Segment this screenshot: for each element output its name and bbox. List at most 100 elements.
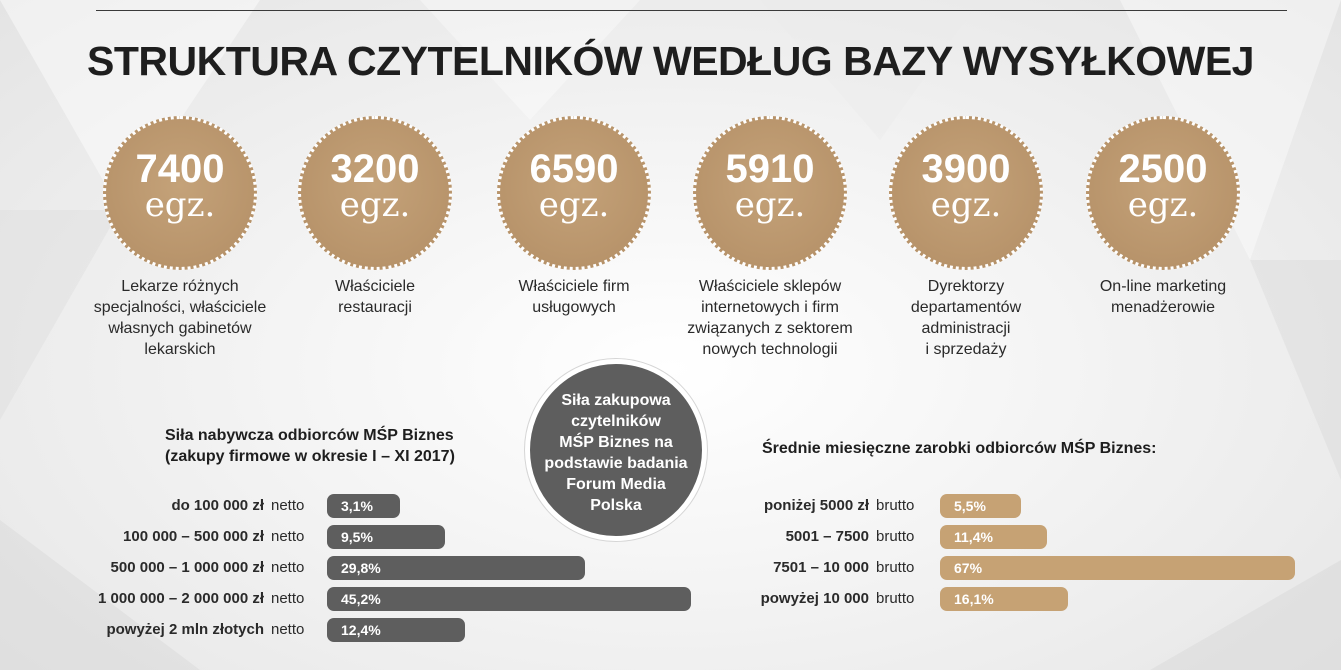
earnings-chart-title: Średnie miesięczne zarobki odbiorców MŚP… (762, 438, 1156, 459)
stat-description-line: Dyrektorzy (927, 278, 1005, 295)
center-badge-line: Forum Media (566, 476, 666, 493)
bar: 67% (940, 556, 1295, 580)
stat-description-line: nowych technologii (702, 341, 838, 358)
center-badge-line: podstawie badania (544, 455, 688, 472)
stat-unit: egz. (1127, 185, 1199, 225)
bar-qualifier-label: netto (271, 497, 305, 514)
center-badge-line: Polska (590, 497, 642, 514)
bar: 11,4% (940, 525, 1047, 549)
center-badge-line: czytelników (571, 413, 661, 430)
stat-description-line: własnych gabinetów (108, 320, 252, 337)
stat-unit: egz. (734, 185, 806, 225)
bar: 9,5% (327, 525, 445, 549)
stat-description-line: administracji (921, 320, 1011, 337)
stat-item: 3900 egz. Dyrektorzy departamentów admin… (866, 116, 1066, 360)
bar: 3,1% (327, 494, 401, 518)
stat-item: 2500 egz. On-line marketing menadżerowie (1063, 116, 1263, 318)
bar-qualifier-label: netto (271, 559, 305, 576)
bar-value-label: 3,1% (341, 498, 373, 514)
bar-qualifier-label: brutto (876, 559, 915, 576)
bar-row: 7501 – 10 000 brutto 67% (0, 556, 1341, 580)
bar-category-label: 500 000 – 1 000 000 zł (110, 559, 264, 576)
stat-medal: 6590 egz. (497, 116, 651, 270)
stat-medal: 2500 egz. (1086, 116, 1240, 270)
center-badge-text: Siła zakupowa czytelników MŚP Biznes na … (530, 390, 702, 516)
bar: 45,2% (327, 587, 691, 611)
bar-category-label: 1 000 000 – 2 000 000 zł (98, 590, 264, 607)
stat-description-line: specjalności, właściciele (93, 299, 267, 316)
bar-qualifier-label: brutto (876, 497, 915, 514)
bar: 16,1% (940, 587, 1068, 611)
bar: 5,5% (940, 494, 1021, 518)
stat-item: 5910 egz. Właściciele sklepów internetow… (670, 116, 870, 360)
stat-item: 6590 egz. Właściciele firm usługowych (474, 116, 674, 318)
bar-row: powyżej 2 mln złotych netto 12,4% (0, 618, 1341, 642)
bar-category-label: 7501 – 10 000 (773, 559, 869, 576)
bar-row: 1 000 000 – 2 000 000 zł netto 45,2% (0, 587, 1341, 611)
center-badge-line: MŚP Biznes na (559, 434, 673, 451)
center-badge: Siła zakupowa czytelników MŚP Biznes na … (525, 359, 707, 541)
stat-description-line: Właściciele firm (518, 278, 630, 295)
stat-unit: egz. (930, 185, 1002, 225)
bar-category-label: powyżej 2 mln złotych (106, 621, 264, 638)
stat-unit: egz. (339, 185, 411, 225)
stat-value: 7400 (135, 147, 225, 191)
page-title: STRUKTURA CZYTELNIKÓW WEDŁUG BAZY WYSYŁK… (87, 38, 1254, 84)
stat-description: Właściciele firm usługowych (474, 276, 674, 318)
stat-medal: 3200 egz. (298, 116, 452, 270)
chart-title-line: Średnie miesięczne zarobki odbiorców MŚP… (762, 440, 1157, 457)
bar-category-label: do 100 000 zł (171, 497, 264, 514)
stat-description-line: Właściciele (334, 278, 415, 295)
bar-qualifier-label: netto (271, 590, 305, 607)
bar-row: 100 000 – 500 000 zł netto 9,5% (0, 525, 1341, 549)
stat-description-line: On-line marketing (1099, 278, 1227, 295)
stat-unit: egz. (538, 185, 610, 225)
stat-description: On-line marketing menadżerowie (1063, 276, 1263, 318)
stat-description-line: i sprzedaży (925, 341, 1007, 358)
bar-row: powyżej 10 000 brutto 16,1% (0, 587, 1341, 611)
stat-description: Właściciele sklepów internetowych i firm… (670, 276, 870, 360)
bar-qualifier-label: brutto (876, 590, 915, 607)
bar-category-label: 5001 – 7500 (785, 528, 869, 545)
bar-value-label: 67% (954, 560, 983, 576)
stat-item: 7400 egz. Lekarze różnych specjalności, … (80, 116, 280, 360)
stat-value: 5910 (725, 147, 815, 191)
stat-description-line: departamentów (910, 299, 1022, 316)
stat-description-line: Lekarze różnych (121, 278, 239, 295)
bar-row: do 100 000 zł netto 3,1% (0, 494, 1341, 518)
chart-title-line: Siła nabywcza odbiorców MŚP Biznes (165, 427, 454, 444)
chart-title-line: (zakupy firmowe w okresie I – XI 2017) (165, 448, 455, 465)
bar-category-label: poniżej 5000 zł (763, 497, 869, 514)
stat-medal: 3900 egz. (889, 116, 1043, 270)
bar-row: 5001 – 7500 brutto 11,4% (0, 525, 1341, 549)
stat-description-line: restauracji (338, 299, 412, 316)
stat-medal: 5910 egz. (693, 116, 847, 270)
stat-medal: 7400 egz. (103, 116, 257, 270)
stat-description: Właściciele restauracji (275, 276, 475, 318)
stat-item: 3200 egz. Właściciele restauracji (275, 116, 475, 318)
stat-description-line: menadżerowie (1110, 299, 1216, 316)
stat-value: 2500 (1118, 147, 1208, 191)
bar-value-label: 16,1% (954, 591, 994, 607)
bar-value-label: 11,4% (954, 529, 993, 545)
stat-description-line: związanych z sektorem (687, 320, 853, 337)
bar-category-label: 100 000 – 500 000 zł (123, 528, 264, 545)
stat-unit: egz. (144, 185, 216, 225)
bar-qualifier-label: netto (271, 621, 305, 638)
stat-value: 6590 (529, 147, 619, 191)
bar-qualifier-label: brutto (876, 528, 915, 545)
stat-description-line: usługowych (532, 299, 616, 316)
top-rule (96, 10, 1287, 11)
bar-value-label: 12,4% (341, 622, 381, 638)
bar-value-label: 5,5% (954, 498, 986, 514)
center-badge-line: Siła zakupowa (561, 392, 671, 409)
bar-value-label: 9,5% (341, 529, 373, 545)
bar-category-label: powyżej 10 000 (760, 590, 869, 607)
stat-description: Dyrektorzy departamentów administracji i… (866, 276, 1066, 360)
stat-value: 3900 (921, 147, 1011, 191)
stat-description: Lekarze różnych specjalności, właściciel… (80, 276, 280, 360)
stat-description-line: internetowych i firm (701, 299, 839, 316)
bar-row: 500 000 – 1 000 000 zł netto 29,8% (0, 556, 1341, 580)
stat-description-line: lekarskich (144, 341, 216, 358)
